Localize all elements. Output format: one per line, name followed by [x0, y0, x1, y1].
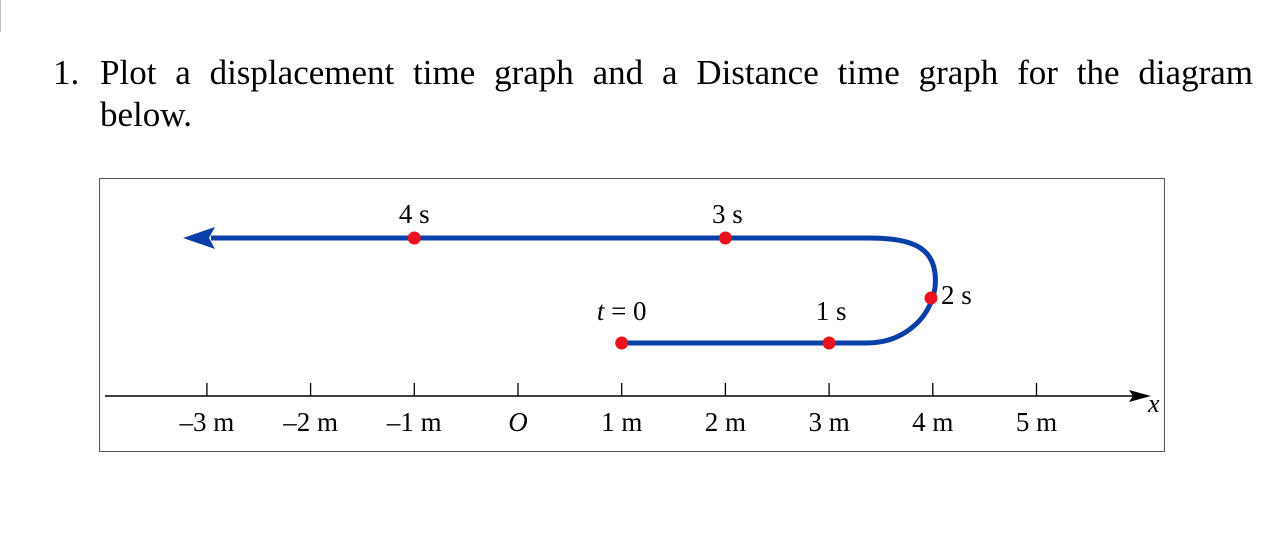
position-time-label: 2 s	[941, 280, 972, 310]
diagram-frame	[99, 178, 1165, 452]
motion-path	[211, 235, 938, 346]
x-axis-variable: x	[1147, 389, 1160, 418]
position-time-label: t = 0	[597, 296, 647, 326]
x-axis-arrowhead	[1129, 390, 1151, 402]
axis-tick-label: –1 m	[386, 407, 442, 437]
axis-tick-label: 4 m	[912, 407, 953, 437]
axis-tick-label: –2 m	[282, 407, 338, 437]
axis-tick-label: 5 m	[1016, 407, 1057, 437]
position-time-label: 4 s	[399, 199, 430, 229]
question-line-2: below.	[100, 95, 193, 134]
edge-mark	[0, 0, 1, 32]
question: 1. Plot a displacement time graph and a …	[53, 52, 1253, 136]
question-text: Plot a displacement time graph and a Dis…	[100, 52, 1253, 136]
axis-tick-label: O	[508, 407, 528, 437]
axis-tick-label: 2 m	[705, 407, 746, 437]
axis-ticks: –3 m –2 m –1 m O 1 m 2 m 3 m 4 m 5 m	[179, 383, 1057, 437]
axis-tick-label: –3 m	[179, 407, 235, 437]
position-dot	[615, 336, 629, 350]
path-arrowhead	[183, 227, 215, 249]
position-dots: t = 0 1 s 2 s 3 s 4 s	[399, 199, 972, 350]
motion-diagram-svg: x –3 m –2 m –1 m O 1 m 2 m 3 m 4 m 5 m t = 0 1 s 2…	[99, 178, 1165, 452]
question-number: 1.	[53, 53, 80, 92]
position-dot	[924, 291, 938, 305]
motion-diagram: x –3 m –2 m –1 m O 1 m 2 m 3 m 4 m 5 m t = 0 1 s 2…	[99, 178, 1165, 452]
position-time-label: 3 s	[712, 199, 743, 229]
position-dot	[407, 231, 421, 245]
axis-tick-label: 3 m	[808, 407, 849, 437]
position-time-label: 1 s	[816, 296, 847, 326]
axis-tick-label: 1 m	[601, 407, 642, 437]
position-dot	[718, 231, 732, 245]
question-line-1: Plot a displacement time graph and a Dis…	[100, 53, 1253, 92]
position-dot	[822, 336, 836, 350]
